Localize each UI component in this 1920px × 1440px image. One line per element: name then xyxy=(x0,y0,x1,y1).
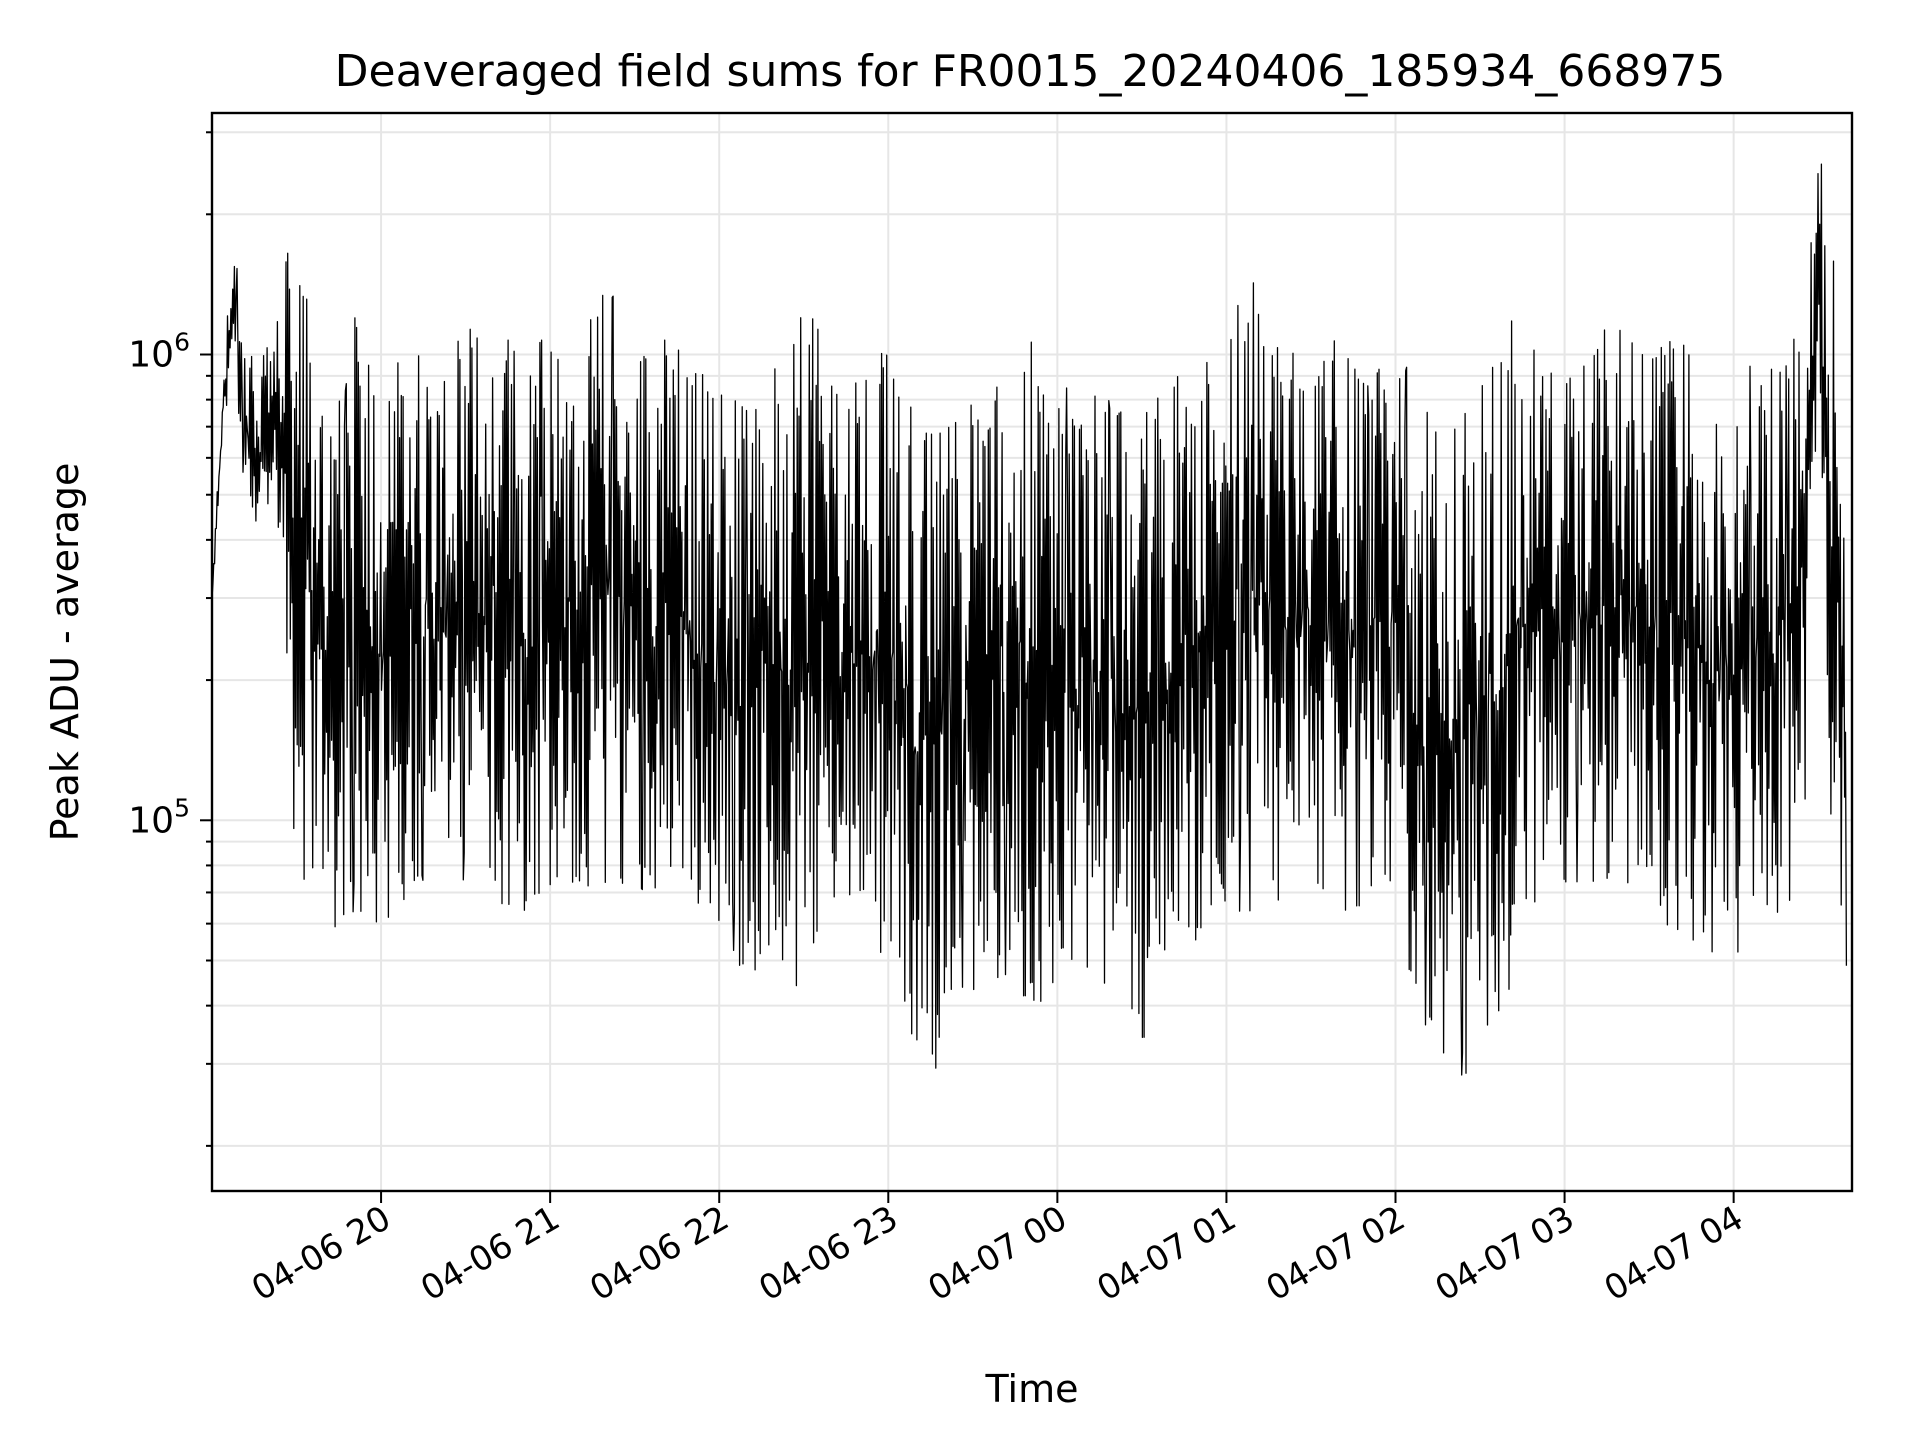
x-axis-label: Time xyxy=(985,1367,1079,1411)
y-tick-label: 106 xyxy=(128,328,190,376)
y-tick-label-exponent: 5 xyxy=(174,793,190,822)
y-tick-label-base: 10 xyxy=(128,800,174,841)
series-line xyxy=(211,163,1848,1076)
plot-frame xyxy=(210,111,1854,1193)
y-tick-label-exponent: 6 xyxy=(174,328,190,357)
y-tick-label: 105 xyxy=(128,793,190,841)
data-series xyxy=(211,163,1848,1076)
y-axis-label: Peak ADU - average xyxy=(43,463,87,842)
chart-title: Deaveraged field sums for FR0015_2024040… xyxy=(335,46,1726,97)
y-tick-label-base: 10 xyxy=(128,335,174,376)
